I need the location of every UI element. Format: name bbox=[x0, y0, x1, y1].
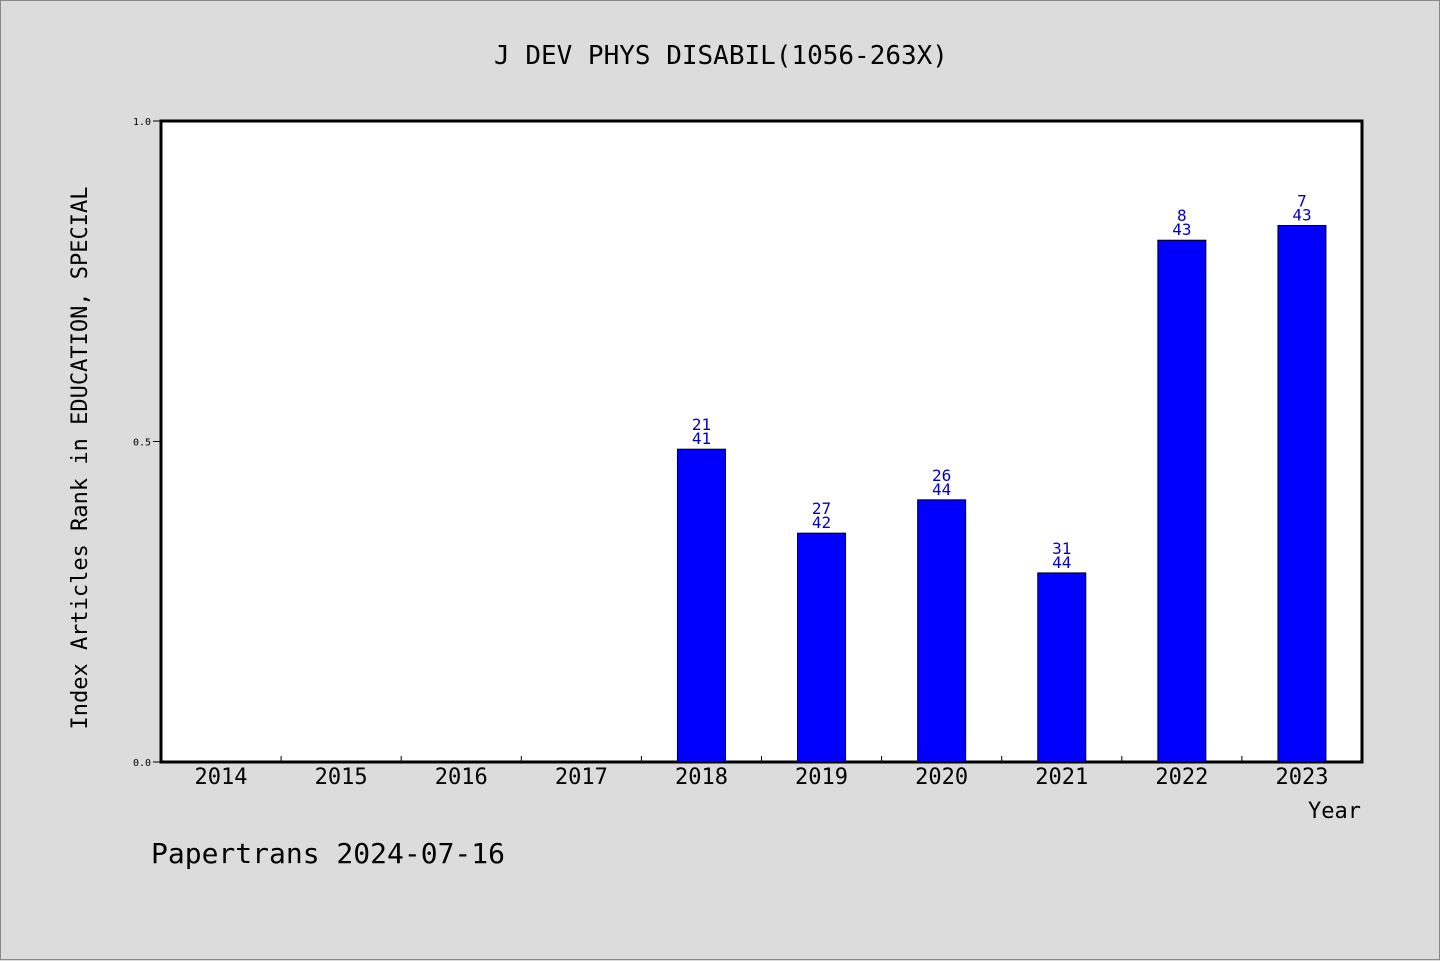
bar-rank-label-2018: 21 bbox=[692, 415, 711, 434]
x-tick-label-2019: 2019 bbox=[795, 765, 848, 790]
x-tick-label-2018: 2018 bbox=[675, 765, 728, 790]
bar-rank-label-2023: 7 bbox=[1297, 191, 1307, 210]
bar-2020 bbox=[917, 499, 967, 763]
bar-rank-label-2020: 26 bbox=[932, 466, 951, 485]
x-tick-label-2022: 2022 bbox=[1155, 765, 1208, 790]
bar-total-label-2018: 41 bbox=[692, 429, 711, 448]
x-axis-label: Year bbox=[1308, 799, 1361, 824]
x-tick-label-2017: 2017 bbox=[555, 765, 608, 790]
x-tick-label-2021: 2021 bbox=[1035, 765, 1088, 790]
y-tick-label-1.0: 1.0 bbox=[133, 117, 151, 128]
footer-credit: Papertrans 2024-07-16 bbox=[151, 837, 505, 870]
bar-total-label-2022: 43 bbox=[1172, 220, 1191, 239]
bar-total-label-2021: 44 bbox=[1052, 553, 1071, 572]
bar-2023 bbox=[1277, 224, 1327, 763]
bar-rank-label-2021: 31 bbox=[1052, 539, 1071, 558]
bar-2022 bbox=[1157, 239, 1207, 763]
y-axis-label: Index Articles Rank in EDUCATION, SPECIA… bbox=[68, 186, 93, 729]
x-tick-label-2014: 2014 bbox=[195, 765, 248, 790]
y-tick-label-0.5: 0.5 bbox=[133, 438, 151, 449]
bar-rank-label-2022: 8 bbox=[1177, 206, 1187, 225]
bar-total-label-2019: 42 bbox=[812, 513, 831, 532]
bar-2018 bbox=[676, 448, 726, 763]
chart-title: J DEV PHYS DISABIL(1056-263X) bbox=[494, 41, 948, 71]
x-tick-label-2023: 2023 bbox=[1275, 765, 1328, 790]
x-tick-label-2016: 2016 bbox=[435, 765, 488, 790]
bar-2021 bbox=[1037, 572, 1087, 763]
bar-rank-label-2019: 27 bbox=[812, 499, 831, 518]
bar-total-label-2020: 44 bbox=[932, 480, 951, 499]
x-tick-label-2015: 2015 bbox=[315, 765, 368, 790]
bar-2019 bbox=[797, 532, 847, 763]
ticks-layer: 2014 2015 2016 2017 2018 2019 2020 2021 2022 2023… bbox=[133, 117, 1329, 790]
x-tick-label-2020: 2020 bbox=[915, 765, 968, 790]
y-tick-label-0.0: 0.0 bbox=[133, 758, 151, 769]
bar-total-label-2023: 43 bbox=[1292, 205, 1311, 224]
